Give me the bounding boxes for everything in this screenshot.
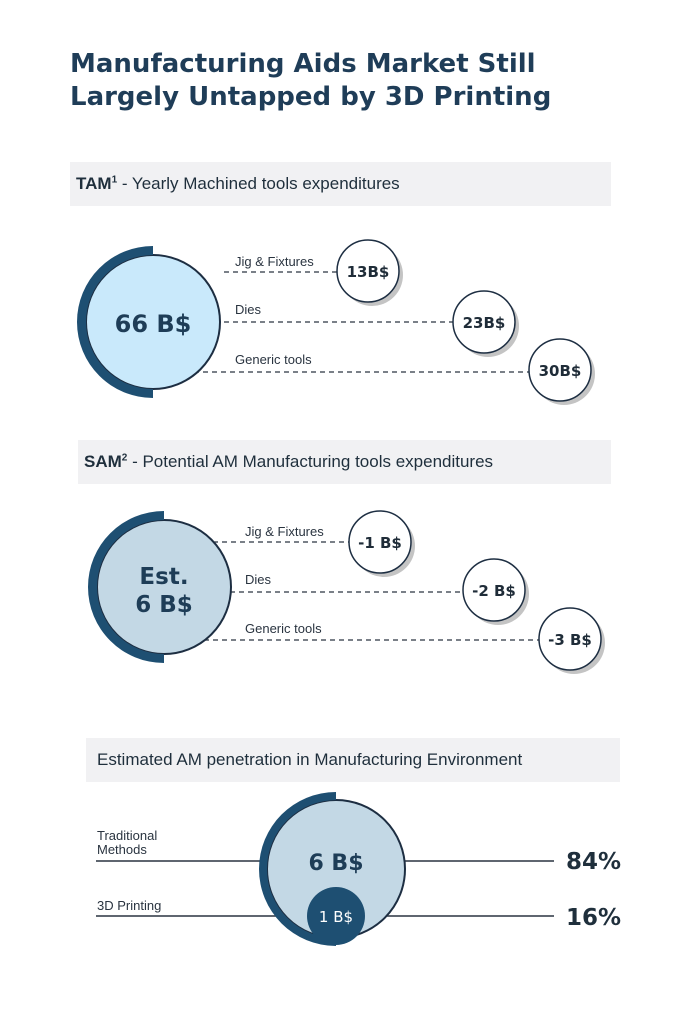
tam-value-jigs: 13B$ xyxy=(347,263,390,281)
sam-label-jigs: Jig & Fixtures xyxy=(245,524,324,539)
penetration-heading: Estimated AM penetration in Manufacturin… xyxy=(97,750,523,769)
sam-bubble-dies: -2 B$ xyxy=(462,558,529,625)
tam-center-value: 66 B$ xyxy=(115,310,192,338)
penetration-small-value: 1 B$ xyxy=(319,908,353,926)
sam-value-generic: -3 B$ xyxy=(548,631,592,649)
traditional-percentage: 84% xyxy=(566,849,621,875)
sam-bubble-jigs: -1 B$ xyxy=(348,510,415,577)
tam-heading: TAM1 - Yearly Machined tools expenditure… xyxy=(76,174,400,193)
tam-label-dies: Dies xyxy=(235,302,262,317)
penetration-small-circle xyxy=(307,887,365,945)
penetration-diagram: 6 B$ 1 B$ Traditional Methods 3D Printin… xyxy=(96,792,621,946)
tam-diagram: 66 B$ Jig & Fixtures Dies Generic tools … xyxy=(77,239,595,405)
tam-connectors xyxy=(176,271,530,373)
sam-value-dies: -2 B$ xyxy=(472,582,516,600)
sam-label-generic: Generic tools xyxy=(245,621,322,636)
tam-label-generic: Generic tools xyxy=(235,352,312,367)
printing-label: 3D Printing xyxy=(97,898,161,913)
tam-bubble-generic: 30B$ xyxy=(528,338,595,405)
traditional-label-line2: Methods xyxy=(97,842,147,857)
sam-bubble-generic: -3 B$ xyxy=(538,607,605,674)
sam-diagram: Est. 6 B$ Jig & Fixtures Dies Generic to… xyxy=(88,510,605,674)
sam-arc xyxy=(88,511,164,663)
tam-bubble-jigs: 13B$ xyxy=(336,239,403,306)
penetration-heading-band: Estimated AM penetration in Manufacturin… xyxy=(86,738,620,782)
tam-value-dies: 23B$ xyxy=(463,314,506,332)
sam-connectors xyxy=(186,541,540,641)
sam-center-label: Est. xyxy=(139,564,188,590)
sam-heading-band: SAM2 - Potential AM Manufacturing tools … xyxy=(78,440,611,484)
page-title: Manufacturing Aids Market Still Largely … xyxy=(70,49,552,112)
tam-value-generic: 30B$ xyxy=(539,362,582,380)
tam-arc xyxy=(77,246,153,398)
printing-percentage: 16% xyxy=(566,905,621,931)
sam-center-value: 6 B$ xyxy=(135,592,193,618)
traditional-label-line1: Traditional xyxy=(97,828,157,843)
sam-value-jigs: -1 B$ xyxy=(358,534,402,552)
sam-label-dies: Dies xyxy=(245,572,272,587)
tam-bubble-dies: 23B$ xyxy=(452,290,519,357)
tam-heading-band: TAM1 - Yearly Machined tools expenditure… xyxy=(70,162,611,206)
tam-label-jigs: Jig & Fixtures xyxy=(235,254,314,269)
penetration-arc xyxy=(259,792,336,946)
sam-heading: SAM2 - Potential AM Manufacturing tools … xyxy=(84,452,494,471)
penetration-big-value: 6 B$ xyxy=(308,851,363,876)
